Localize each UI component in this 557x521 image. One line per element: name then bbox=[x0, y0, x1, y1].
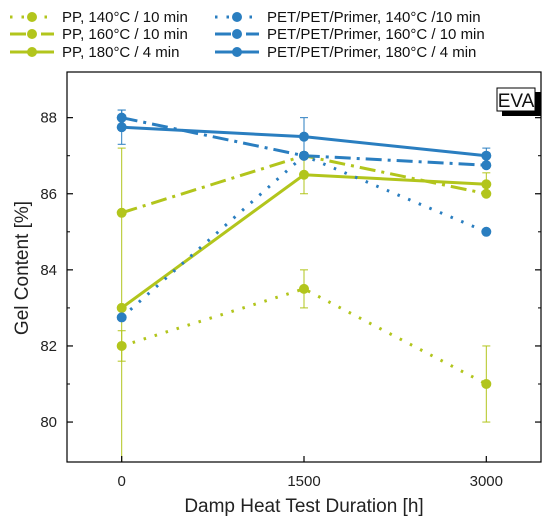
legend-marker-2 bbox=[27, 47, 37, 57]
legend-label-4: PET/PET/Primer, 160°C / 10 min bbox=[267, 26, 485, 43]
legend-marker-4 bbox=[232, 29, 242, 39]
panel-label: EVA bbox=[498, 91, 535, 112]
legend-label-2: PP, 180°C / 4 min bbox=[62, 44, 179, 61]
data-point bbox=[481, 179, 492, 190]
data-point bbox=[481, 226, 492, 237]
legend-label-1: PP, 160°C / 10 min bbox=[62, 26, 188, 43]
y-tick-label: 82 bbox=[40, 338, 57, 355]
series-layer bbox=[116, 109, 492, 462]
x-tick-label: 3000 bbox=[470, 473, 503, 490]
data-point bbox=[299, 131, 309, 142]
y-tick-label: 84 bbox=[40, 262, 57, 279]
legend-marker-1 bbox=[27, 29, 37, 39]
y-tick-label: 86 bbox=[40, 186, 57, 203]
x-axis-title: Damp Heat Test Duration [h] bbox=[184, 496, 423, 517]
data-point bbox=[481, 150, 492, 161]
data-point bbox=[481, 379, 492, 389]
legend-marker-5 bbox=[232, 47, 242, 57]
x-tick-label: 0 bbox=[118, 473, 126, 490]
data-point bbox=[116, 302, 127, 313]
y-tick-label: 88 bbox=[40, 110, 57, 127]
data-point bbox=[299, 283, 309, 294]
data-point bbox=[481, 160, 492, 171]
data-point bbox=[116, 122, 127, 133]
legend-label-5: PET/PET/Primer, 180°C / 4 min bbox=[267, 44, 476, 61]
y-tick-label: 80 bbox=[40, 414, 57, 431]
x-tick-label: 1500 bbox=[287, 473, 320, 490]
y-axis-title: Gel Content [%] bbox=[12, 201, 33, 335]
panel-label-box: EVA bbox=[496, 87, 541, 116]
legend-marker-0 bbox=[27, 12, 37, 22]
axes-layer: 80 82 84 86 88 0 1500 3000 bbox=[40, 71, 542, 490]
legend-label-3: PET/PET/Primer, 140°C /10 min bbox=[267, 9, 481, 26]
data-point bbox=[116, 312, 127, 323]
legend-label-0: PP, 140°C / 10 min bbox=[62, 9, 188, 26]
data-point bbox=[299, 169, 309, 180]
legend-marker-3 bbox=[232, 12, 242, 22]
